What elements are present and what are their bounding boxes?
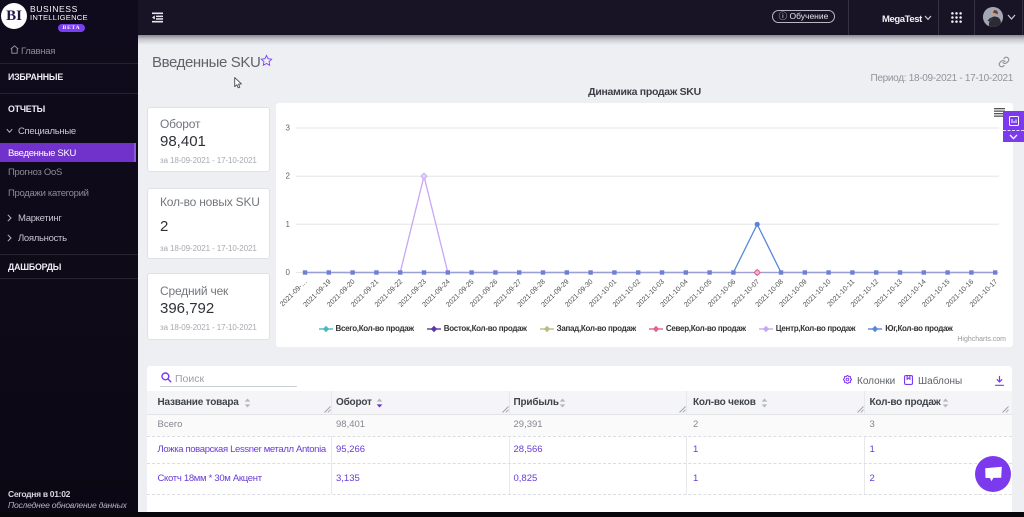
- svg-text:2: 2: [286, 172, 291, 181]
- svg-text:1: 1: [286, 220, 291, 229]
- svg-text:0: 0: [286, 268, 291, 277]
- svg-text:3: 3: [286, 124, 291, 133]
